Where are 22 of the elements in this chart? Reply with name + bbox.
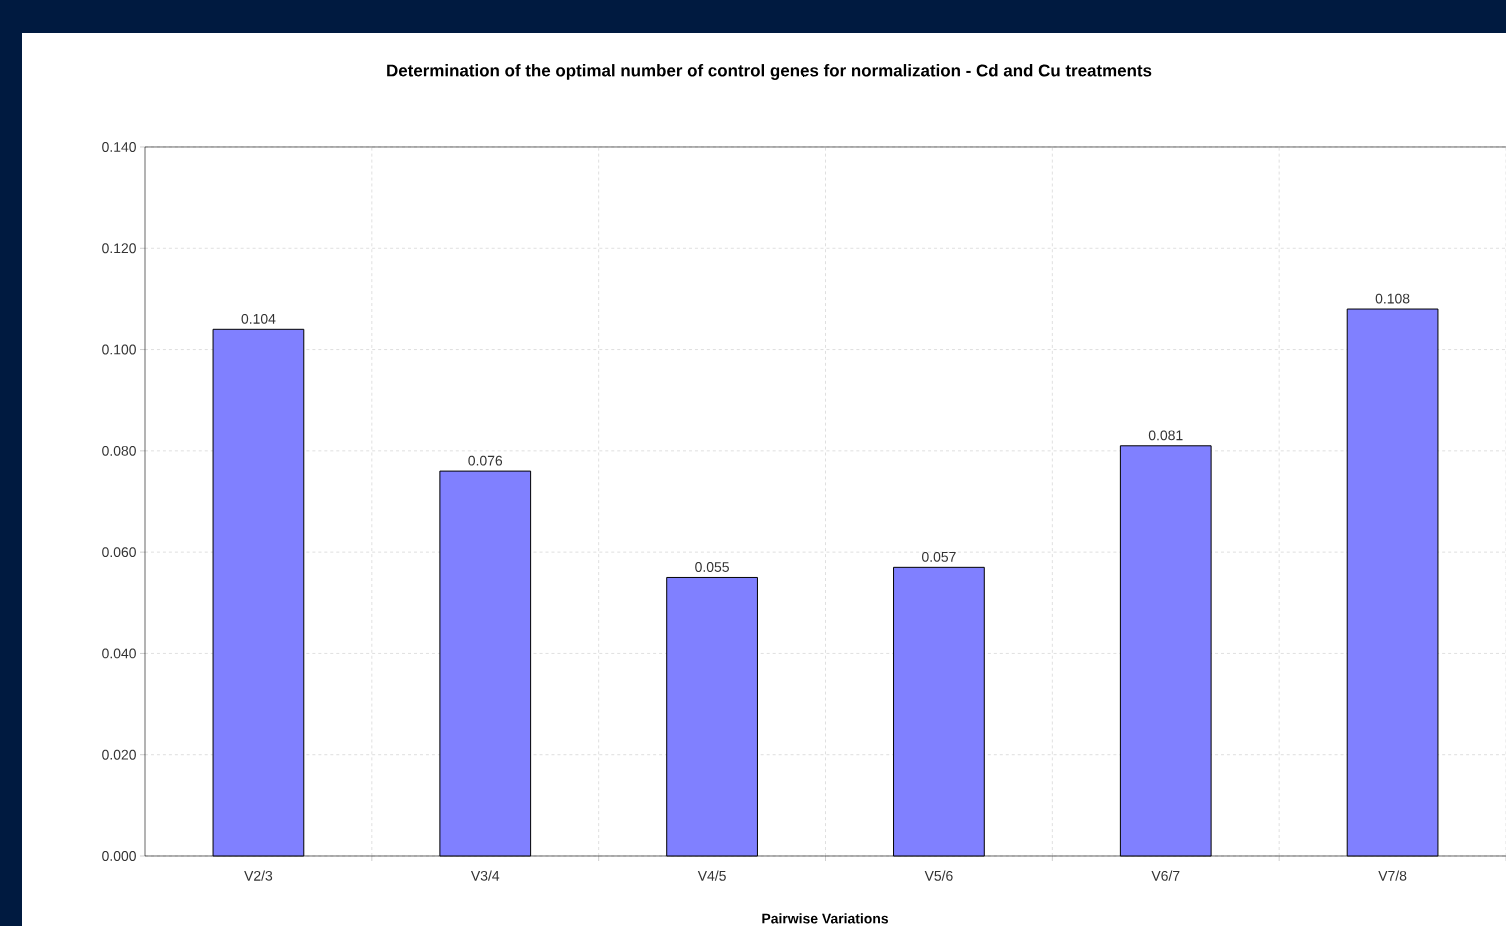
y-tick-label: 0.040 — [102, 648, 136, 659]
y-tick-label: 0.140 — [102, 142, 136, 152]
data-label: 0.104 — [241, 313, 276, 324]
y-tick-label: 0.060 — [102, 547, 136, 558]
x-tick-label: V6/7 — [1151, 870, 1180, 881]
y-tick-label: 0.120 — [102, 243, 136, 254]
x-tick-label: V2/3 — [244, 870, 273, 881]
x-axis-title: Pairwise Variations — [762, 913, 889, 924]
y-tick-label: 0.100 — [102, 344, 136, 355]
x-tick-label: V7/8 — [1378, 870, 1407, 881]
data-label: 0.108 — [1375, 293, 1410, 304]
y-tick-label: 0.020 — [102, 749, 136, 760]
data-label: 0.081 — [1148, 430, 1183, 441]
x-tick-label: V4/5 — [697, 870, 726, 881]
data-label: 0.057 — [922, 551, 956, 562]
y-tick-label: 0.080 — [102, 445, 136, 456]
x-tick-label: V3/4 — [470, 870, 500, 881]
x-tick-label: V5/6 — [924, 870, 953, 881]
y-tick-label: 0.000 — [102, 851, 136, 861]
data-label: 0.055 — [695, 562, 729, 572]
data-label: 0.076 — [468, 455, 503, 466]
chart-title: Determination of the optimal number of control genes for normalization - Cd and Cu treatments — [387, 64, 1152, 80]
